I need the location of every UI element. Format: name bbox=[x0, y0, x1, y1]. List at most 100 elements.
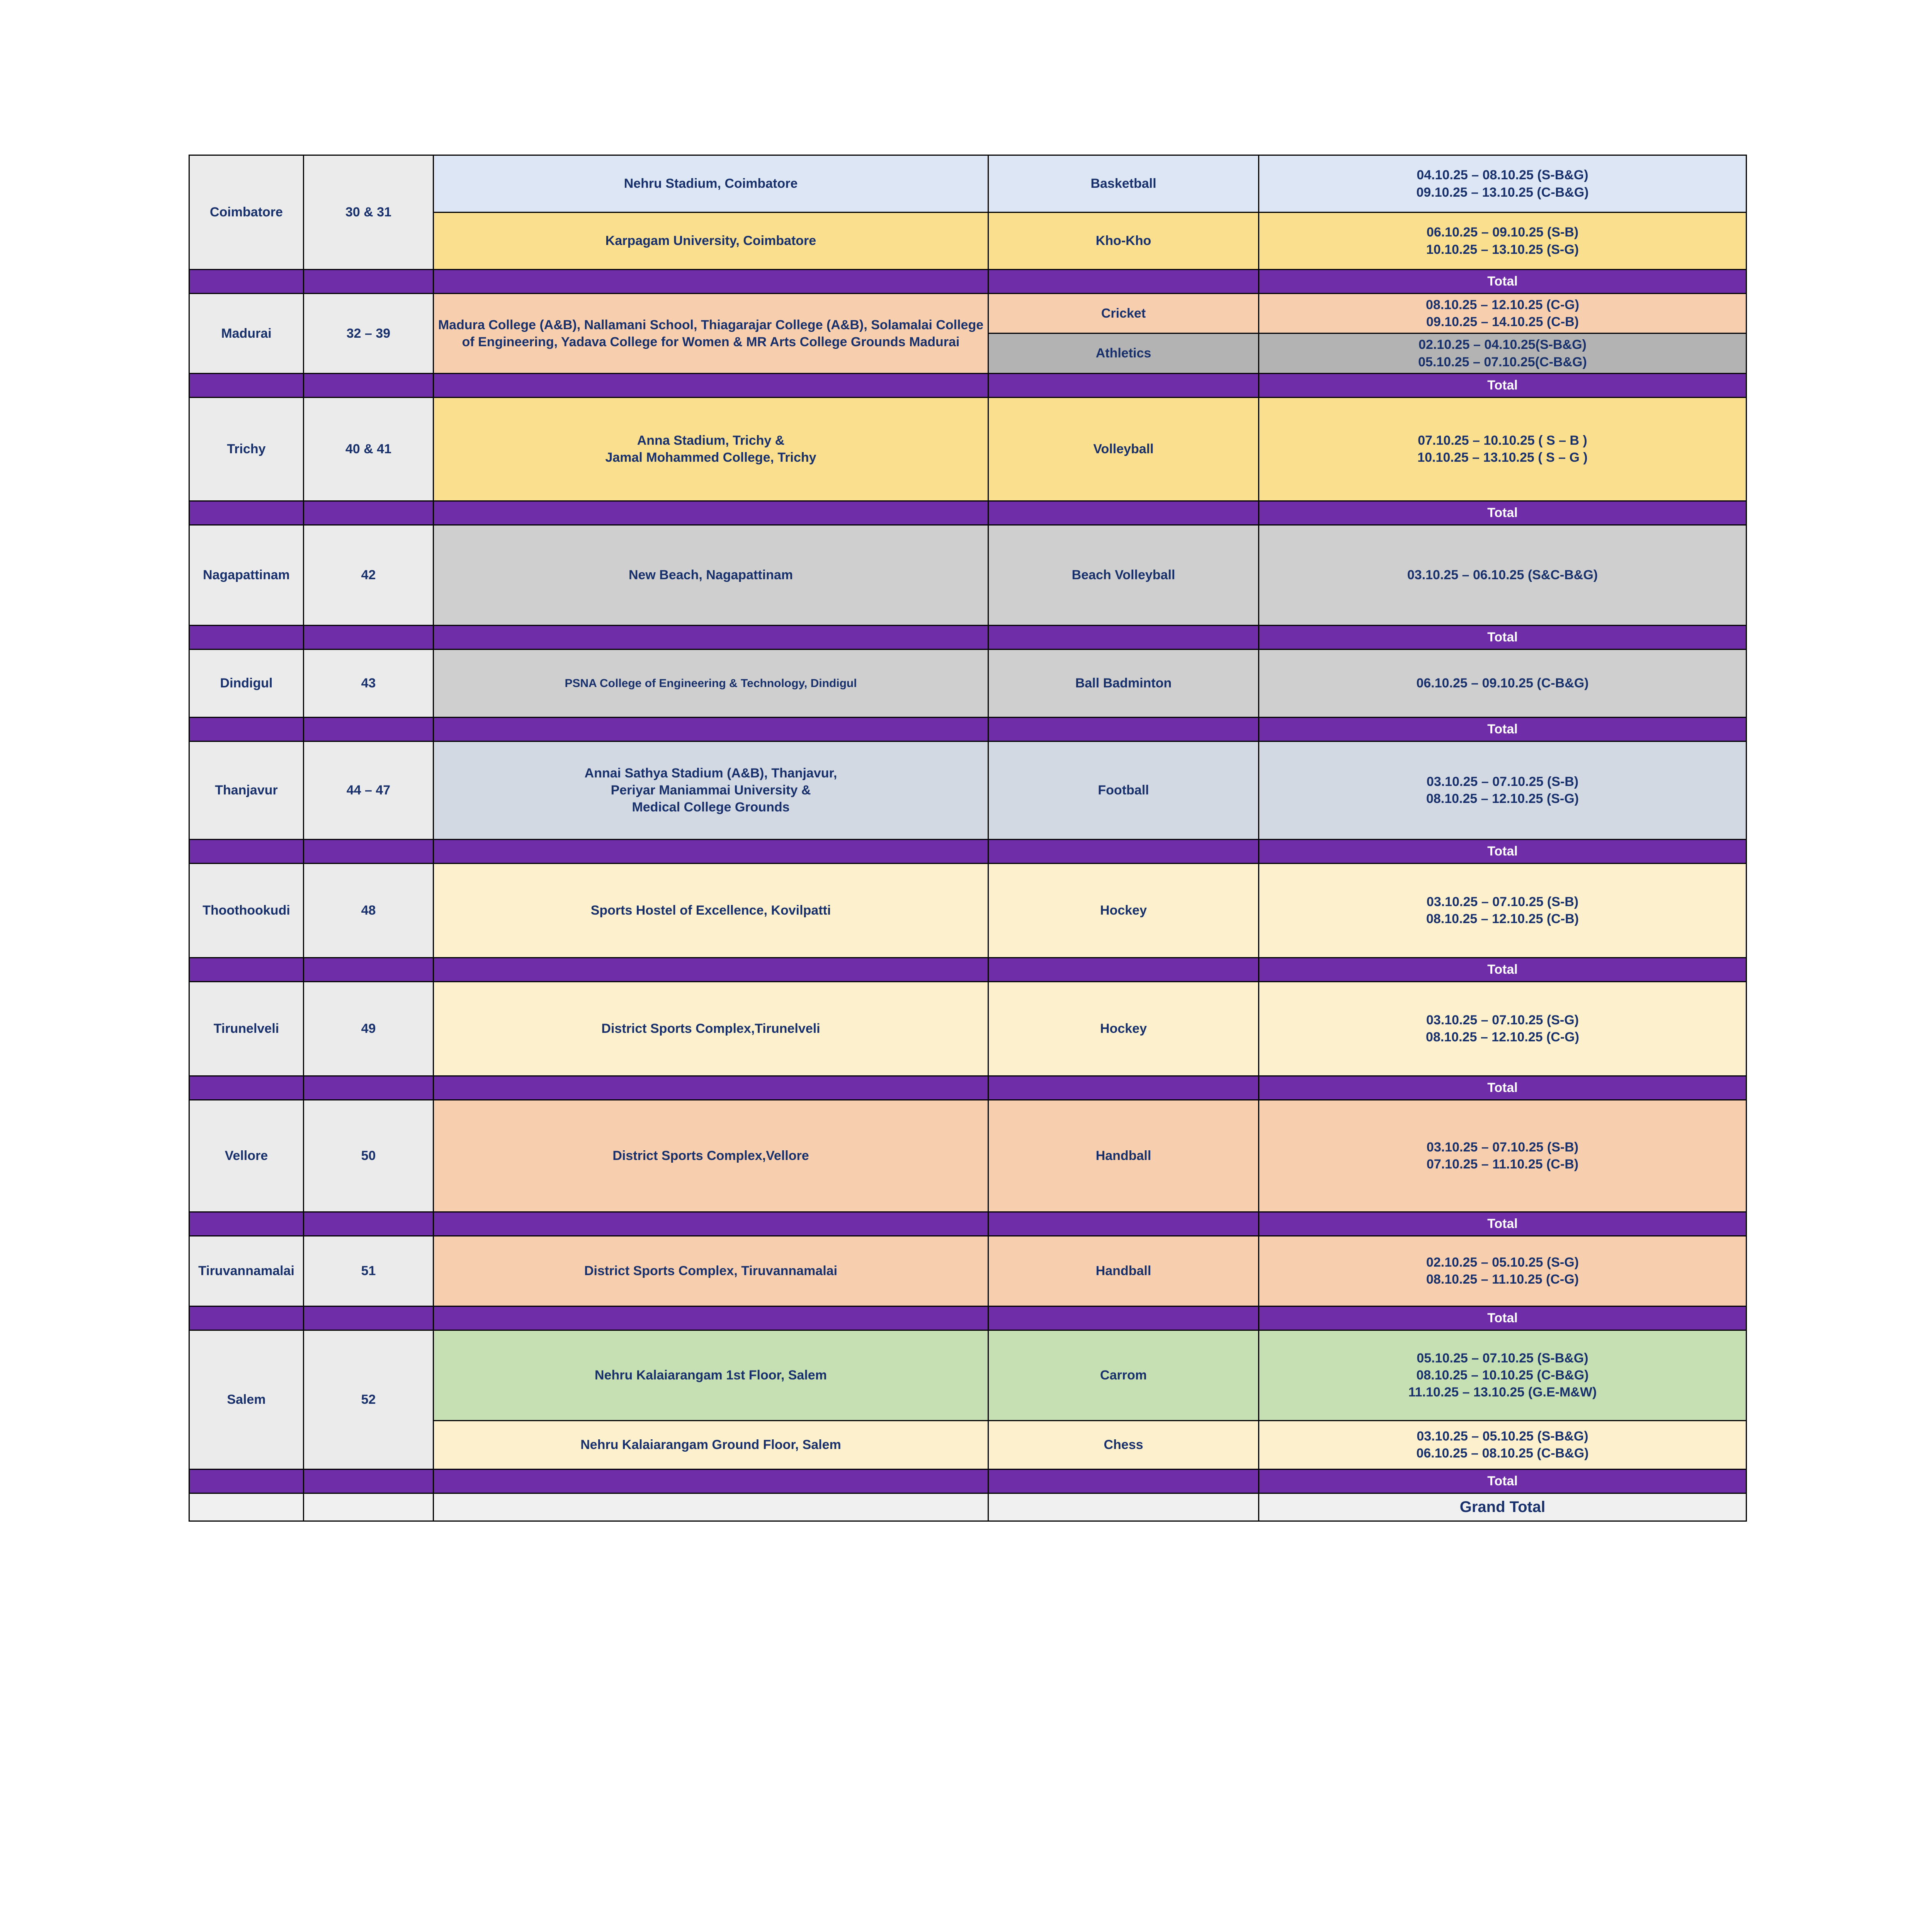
total-label: Total bbox=[1258, 1305, 1747, 1331]
total-days-blank bbox=[303, 624, 434, 650]
sport-cell: Volleyball bbox=[988, 396, 1259, 502]
total-sport-blank bbox=[988, 269, 1259, 294]
sport-cell: Handball bbox=[988, 1099, 1259, 1213]
venue-cell: District Sports Complex,Tirunelveli bbox=[433, 981, 989, 1077]
district-cell: Dindigul bbox=[189, 648, 304, 718]
sport-cell: Basketball bbox=[988, 155, 1259, 213]
dates-cell: 03.10.25 – 07.10.25 (S-G) 08.10.25 – 12.1… bbox=[1258, 981, 1747, 1077]
total-venue-blank bbox=[433, 838, 989, 864]
total-venue-blank bbox=[433, 1075, 989, 1100]
grand-sport-blank bbox=[988, 1492, 1259, 1522]
district-cell: Salem bbox=[189, 1329, 304, 1470]
table-row: Nagapattinam 42 New Beach, Nagapattinam Bea… bbox=[189, 524, 1747, 626]
sports-schedule-table: Coimbatore 30 & 31 Nehru Stadium, Coimbato… bbox=[189, 155, 1747, 1522]
venue-cell: Karpagam University, Coimbatore bbox=[433, 212, 989, 270]
dates-cell: 03.10.25 – 05.10.25 (S-B&G) 06.10.25 – 08… bbox=[1258, 1420, 1747, 1470]
total-district-blank bbox=[189, 269, 304, 294]
dates-cell: 03.10.25 – 07.10.25 (S-B) 08.10.25 – 12.1… bbox=[1258, 862, 1747, 958]
total-label: Total bbox=[1258, 957, 1747, 982]
total-venue-blank bbox=[433, 500, 989, 526]
total-days-blank bbox=[303, 1468, 434, 1494]
total-district-blank bbox=[189, 716, 304, 742]
venue-cell: Nehru Stadium, Coimbatore bbox=[433, 155, 989, 213]
grand-district-blank bbox=[189, 1492, 304, 1522]
venue-cell: New Beach, Nagapattinam bbox=[433, 524, 989, 626]
district-cell: Nagapattinam bbox=[189, 524, 304, 626]
total-row: Total bbox=[189, 269, 1747, 294]
sport-cell: Hockey bbox=[988, 862, 1259, 958]
venue-cell: Nehru Kalaiarangam Ground Floor, Salem bbox=[433, 1420, 989, 1470]
table-row: Athletics 02.10.25 – 04.10.25(S-B&G) 05.10… bbox=[189, 333, 1747, 374]
schedule-sheet: Coimbatore 30 & 31 Nehru Stadium, Coimbato… bbox=[189, 155, 1747, 1522]
total-venue-blank bbox=[433, 957, 989, 982]
venue-cell: District Sports Complex,Vellore bbox=[433, 1099, 989, 1213]
sport-cell: Cricket bbox=[988, 293, 1259, 334]
total-row: Total bbox=[189, 372, 1747, 398]
venue-cell: PSNA College of Engineering & Technology… bbox=[433, 648, 989, 718]
total-row: Total bbox=[189, 500, 1747, 526]
venue-cell: Annai Sathya Stadium (A&B), Thanjavur, Pe… bbox=[433, 740, 989, 840]
grand-days-blank bbox=[303, 1492, 434, 1522]
total-district-blank bbox=[189, 1075, 304, 1100]
total-row: Total bbox=[189, 624, 1747, 650]
days-cell: 49 bbox=[303, 981, 434, 1077]
table-row: Coimbatore 30 & 31 Nehru Stadium, Coimbato… bbox=[189, 155, 1747, 270]
total-sport-blank bbox=[988, 372, 1259, 398]
total-days-blank bbox=[303, 1211, 434, 1236]
venue-cell: Madura College (A&B), Nallamani School, … bbox=[433, 293, 989, 374]
grand-total-row: Grand Total bbox=[189, 1492, 1747, 1522]
table-row: Salem 52 Nehru Kalaiarangam 1st Floor, Sal… bbox=[189, 1329, 1747, 1470]
total-label: Total bbox=[1258, 838, 1747, 864]
total-district-blank bbox=[189, 1305, 304, 1331]
dates-cell: 06.10.25 – 09.10.25 (S-B) 10.10.25 – 13.1… bbox=[1258, 212, 1747, 270]
total-label: Total bbox=[1258, 1468, 1747, 1494]
venue-cell: Anna Stadium, Trichy & Jamal Mohammed Col… bbox=[433, 396, 989, 502]
table-row: Tirunelveli 49 District Sports Complex,Tir… bbox=[189, 981, 1747, 1077]
total-sport-blank bbox=[988, 1468, 1259, 1494]
total-district-blank bbox=[189, 500, 304, 526]
venue-cell: District Sports Complex, Tiruvannamalai bbox=[433, 1235, 989, 1307]
total-district-blank bbox=[189, 624, 304, 650]
total-label: Total bbox=[1258, 1211, 1747, 1236]
days-cell: 40 & 41 bbox=[303, 396, 434, 502]
total-days-blank bbox=[303, 269, 434, 294]
dates-cell: 03.10.25 – 07.10.25 (S-B) 07.10.25 – 11.1… bbox=[1258, 1099, 1747, 1213]
dates-cell: 02.10.25 – 04.10.25(S-B&G) 05.10.25 – 07.… bbox=[1258, 333, 1747, 374]
total-days-blank bbox=[303, 1305, 434, 1331]
total-days-blank bbox=[303, 957, 434, 982]
total-sport-blank bbox=[988, 1075, 1259, 1100]
sport-cell: Kho-Kho bbox=[988, 212, 1259, 270]
grand-total-label: Grand Total bbox=[1258, 1492, 1747, 1522]
dates-cell: 03.10.25 – 07.10.25 (S-B) 08.10.25 – 12.1… bbox=[1258, 740, 1747, 840]
days-cell: 48 bbox=[303, 862, 434, 958]
district-cell: Thanjavur bbox=[189, 740, 304, 840]
total-venue-blank bbox=[433, 1305, 989, 1331]
total-label: Total bbox=[1258, 500, 1747, 526]
total-row: Total bbox=[189, 1468, 1747, 1494]
total-sport-blank bbox=[988, 1211, 1259, 1236]
total-sport-blank bbox=[988, 957, 1259, 982]
total-district-blank bbox=[189, 1211, 304, 1236]
dates-cell: 03.10.25 – 06.10.25 (S&C-B&G) bbox=[1258, 524, 1747, 626]
district-cell: Thoothookudi bbox=[189, 862, 304, 958]
table-row: Trichy 40 & 41 Anna Stadium, Trichy & Jamal… bbox=[189, 396, 1747, 502]
days-cell: 42 bbox=[303, 524, 434, 626]
dates-cell: 06.10.25 – 09.10.25 (C-B&G) bbox=[1258, 648, 1747, 718]
total-venue-blank bbox=[433, 1468, 989, 1494]
total-venue-blank bbox=[433, 1211, 989, 1236]
table-row: Vellore 50 District Sports Complex,Vellore… bbox=[189, 1099, 1747, 1213]
sport-cell: Athletics bbox=[988, 333, 1259, 374]
days-cell: 52 bbox=[303, 1329, 434, 1470]
dates-cell: 02.10.25 – 05.10.25 (S-G) 08.10.25 – 11.1… bbox=[1258, 1235, 1747, 1307]
sport-cell: Carrom bbox=[988, 1329, 1259, 1421]
dates-cell: 05.10.25 – 07.10.25 (S-B&G) 08.10.25 – 10… bbox=[1258, 1329, 1747, 1421]
total-row: Total bbox=[189, 1305, 1747, 1331]
days-cell: 32 – 39 bbox=[303, 293, 434, 374]
district-cell: Trichy bbox=[189, 396, 304, 502]
table-row: Dindigul 43 PSNA College of Engineering & … bbox=[189, 648, 1747, 718]
total-row: Total bbox=[189, 1211, 1747, 1236]
total-district-blank bbox=[189, 1468, 304, 1494]
days-cell: 50 bbox=[303, 1099, 434, 1213]
days-cell: 51 bbox=[303, 1235, 434, 1307]
table-row: Thoothookudi 48 Sports Hostel of Excellenc… bbox=[189, 862, 1747, 958]
